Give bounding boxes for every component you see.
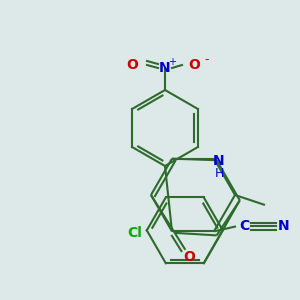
- Text: Cl: Cl: [128, 226, 142, 240]
- Text: O: O: [188, 58, 200, 72]
- Text: +: +: [168, 57, 176, 67]
- Text: N: N: [159, 61, 171, 75]
- Text: C: C: [239, 219, 249, 233]
- Text: -: -: [205, 53, 209, 67]
- Text: N: N: [213, 154, 225, 168]
- Text: H: H: [214, 167, 224, 180]
- Text: O: O: [184, 250, 196, 264]
- Text: O: O: [126, 58, 138, 72]
- Text: N: N: [278, 219, 290, 233]
